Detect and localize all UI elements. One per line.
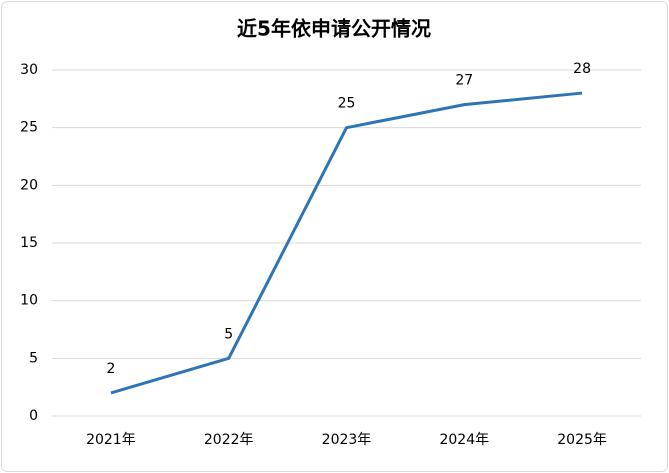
y-tick-label: 0	[29, 408, 38, 424]
x-tick-label: 2022年	[204, 432, 254, 448]
x-tick-label: 2024年	[439, 432, 489, 448]
y-tick-label: 30	[20, 62, 38, 78]
y-tick-label: 5	[29, 350, 38, 366]
x-tick-label: 2025年	[557, 432, 607, 448]
data-label: 5	[224, 326, 233, 342]
data-label: 27	[455, 73, 473, 89]
data-label: 25	[338, 96, 356, 112]
data-label: 28	[573, 61, 591, 77]
x-tick-label: 2023年	[322, 432, 372, 448]
data-label: 2	[106, 361, 115, 377]
chart-title: 近5年依申请公开情况	[237, 17, 431, 41]
y-tick-label: 10	[20, 293, 38, 309]
y-tick-label: 25	[20, 120, 38, 136]
x-tick-label: 2021年	[86, 432, 136, 448]
y-tick-label: 15	[20, 235, 38, 251]
data-line	[110, 91, 583, 395]
y-tick-label: 20	[20, 177, 38, 193]
